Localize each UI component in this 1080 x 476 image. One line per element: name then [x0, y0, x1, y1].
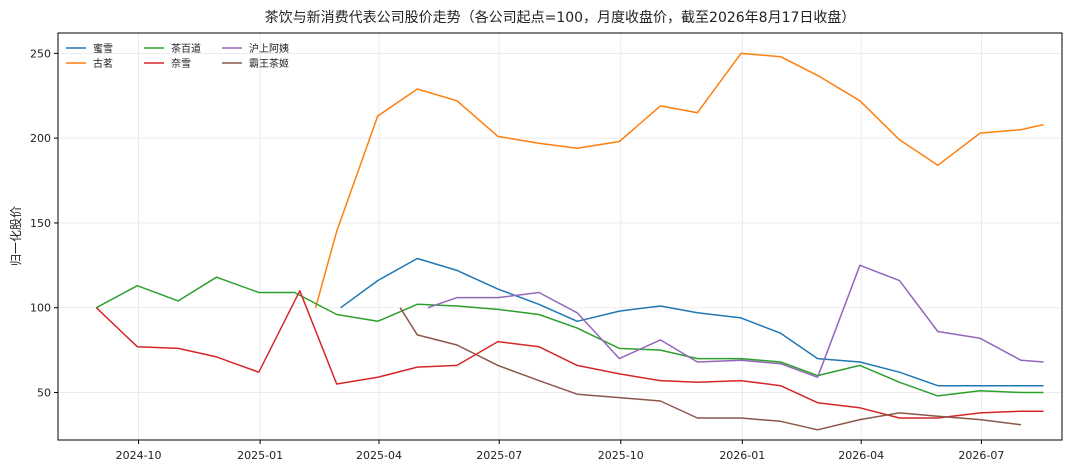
x-tick-label: 2025-04 [356, 449, 402, 462]
axis-layer: 50 100 150 200 250 2024-10 2025-01 2025-04 2025-… [30, 47, 1004, 462]
legend-label: 茶百道 [171, 42, 201, 55]
legend-item: 沪上阿姨 [222, 42, 289, 55]
legend-item: 蜜雪 [66, 42, 113, 55]
legend-label: 古茗 [93, 57, 113, 70]
y-tick-label: 100 [30, 302, 51, 315]
legend-item: 古茗 [66, 57, 113, 70]
y-tick-label: 50 [37, 387, 51, 400]
x-tick-label: 2026-04 [838, 449, 884, 462]
series-line-0 [340, 257, 1044, 387]
legend-label: 蜜雪 [93, 42, 113, 55]
series-line-2 [95, 276, 1044, 397]
x-tick-label: 2025-01 [237, 449, 283, 462]
x-tick-label: 2026-01 [719, 449, 765, 462]
legend-item: 茶百道 [144, 42, 201, 55]
y-tick-label: 250 [30, 47, 51, 60]
plot-frame [57, 32, 1063, 441]
y-tick-label: 200 [30, 132, 51, 145]
legend-label: 沪上阿姨 [249, 42, 289, 55]
legend-item: 霸王茶姬 [222, 57, 289, 70]
x-tick-label: 2024-10 [116, 449, 162, 462]
series-line-3 [95, 290, 1044, 419]
grid-layer [58, 33, 1062, 440]
x-tick-label: 2025-10 [598, 449, 644, 462]
series-layer [95, 52, 1044, 431]
legend-label: 霸王茶姬 [249, 57, 289, 70]
series-line-5 [399, 307, 1022, 431]
legend-item: 奈雪 [144, 57, 191, 70]
legend-label: 奈雪 [171, 57, 191, 70]
series-line-1 [314, 52, 1044, 308]
chart-title: 茶饮与新消费代表公司股价走势（各公司起点=100，月度收盘价，截至2026年8月… [265, 9, 856, 26]
series-line-4 [427, 264, 1044, 379]
y-tick-label: 150 [30, 217, 51, 230]
x-tick-label: 2025-07 [476, 449, 522, 462]
x-tick-label: 2026-07 [958, 449, 1004, 462]
y-axis-label: 归一化股价 [9, 206, 23, 266]
